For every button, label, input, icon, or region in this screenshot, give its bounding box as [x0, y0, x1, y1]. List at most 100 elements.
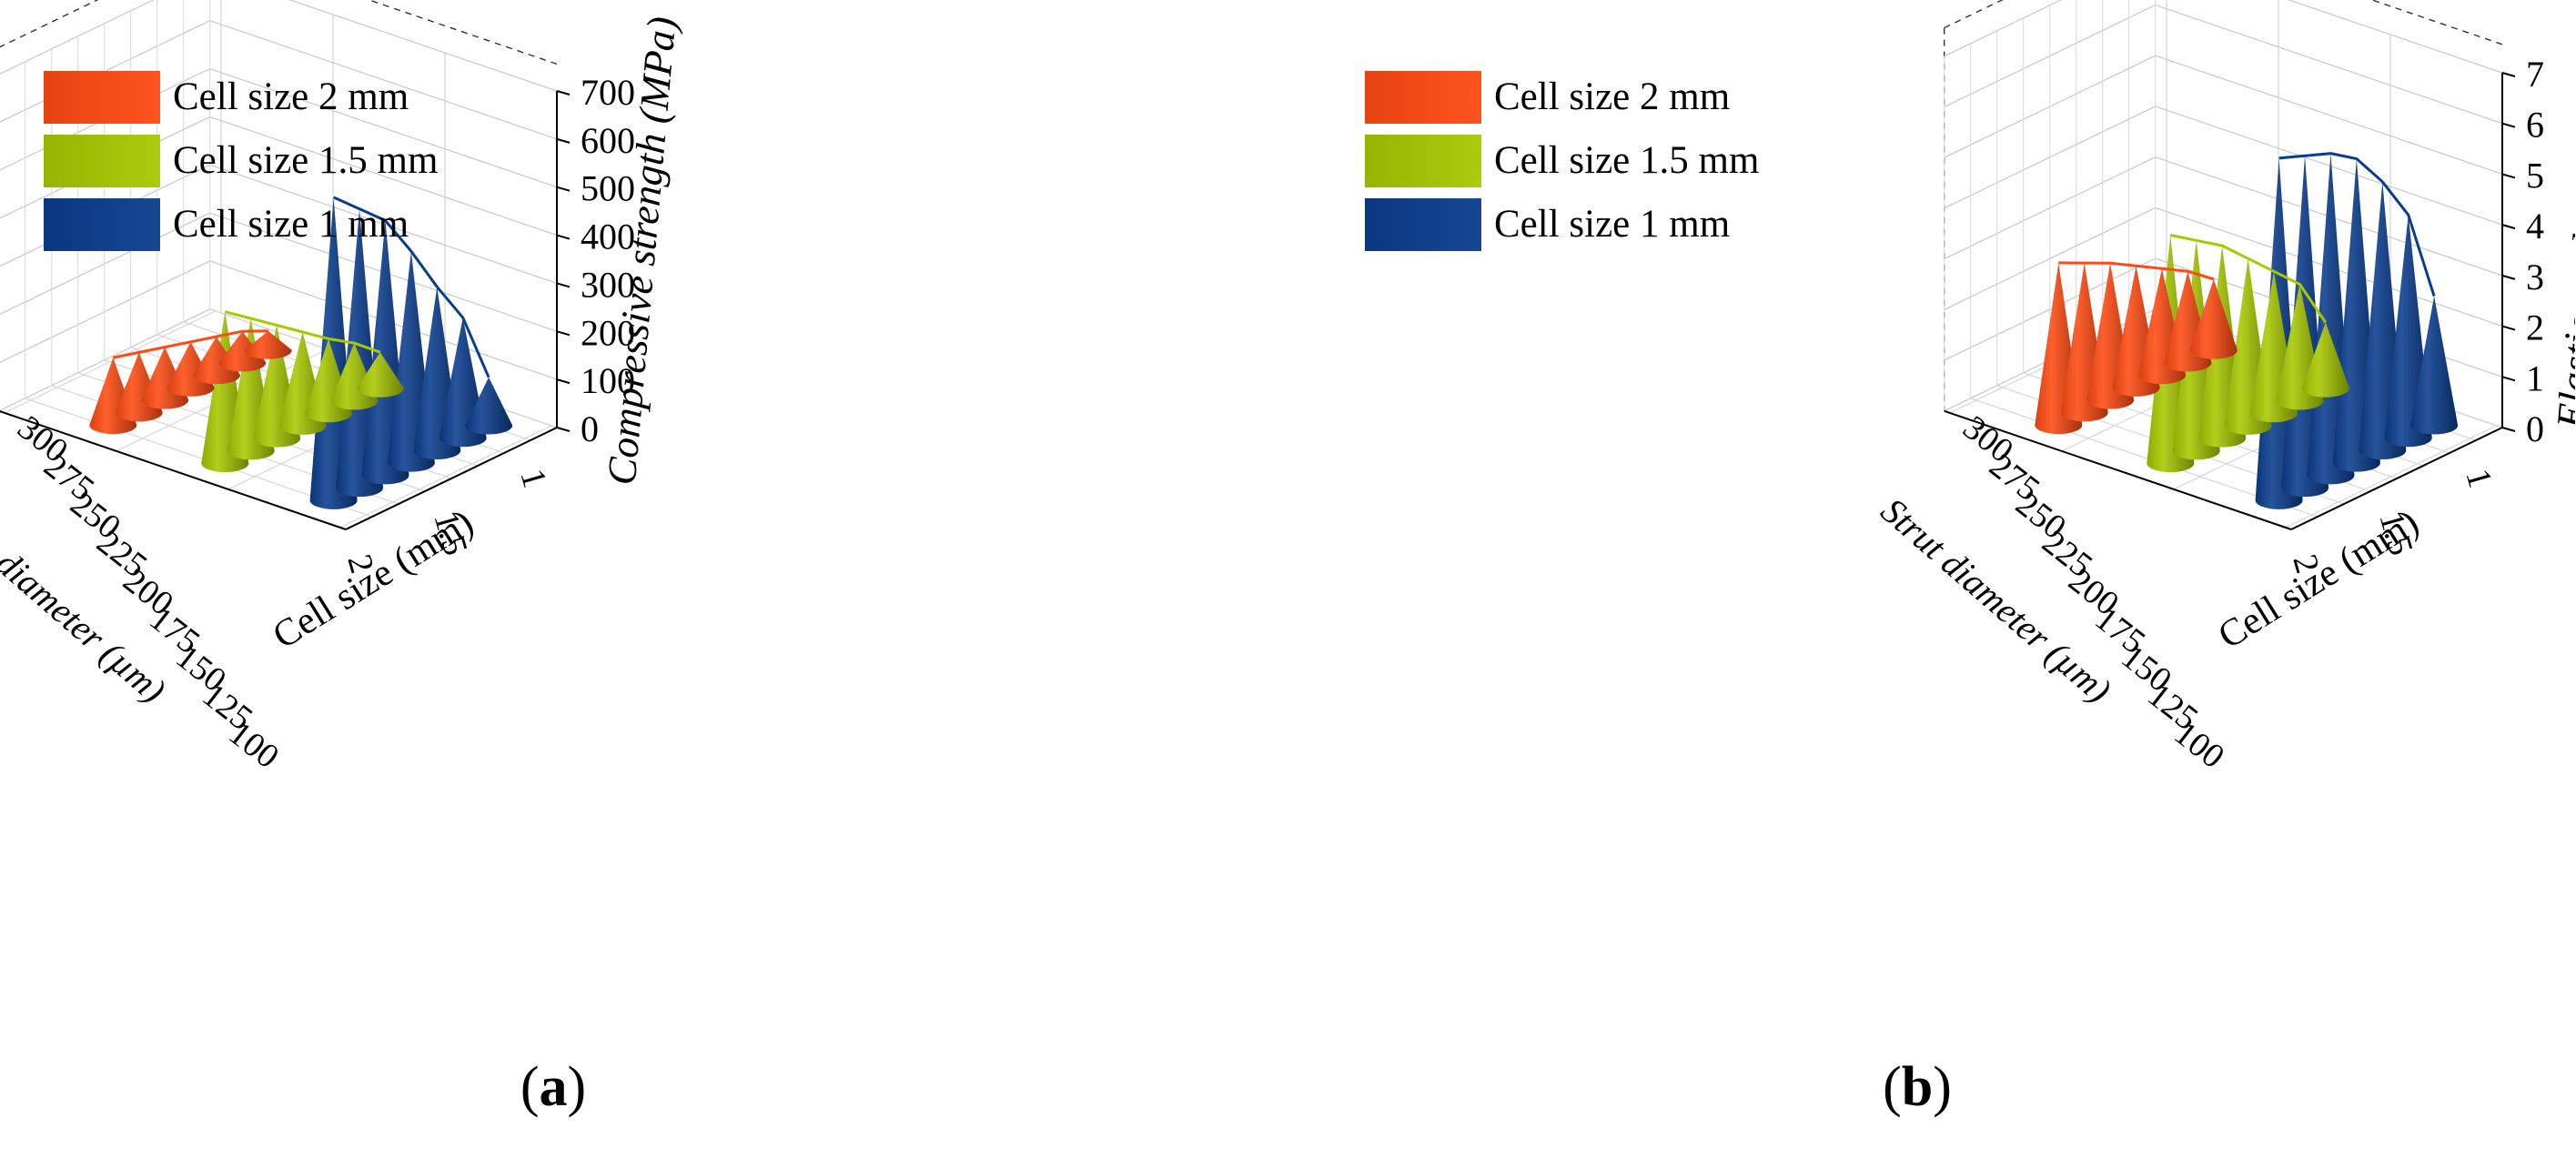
legend-swatch: [44, 71, 160, 124]
legend-swatch: [1365, 198, 1481, 251]
z-tick-label: 200: [581, 312, 635, 353]
z-tick-label: 100: [581, 360, 635, 401]
cone-body: [356, 352, 404, 398]
cone-150: [465, 377, 513, 435]
legend-label: Cell size 1 mm: [173, 203, 409, 246]
legend-label: Cell size 1.5 mm: [173, 139, 438, 182]
legend-label: Cell size 1 mm: [1494, 203, 1730, 246]
cone-body: [2189, 278, 2238, 359]
legend-swatch: [1365, 71, 1481, 124]
cellsize-axis-title: Cell size (mm): [2211, 501, 2426, 657]
panel-a-label: (a): [462, 1055, 644, 1120]
z-tick-mark: [556, 330, 571, 337]
cone-body: [244, 330, 292, 359]
back-frame-right: [367, 0, 558, 65]
legend: Cell size 2 mm Cell size 1.5 mm Cell size …: [44, 71, 438, 251]
cone-150: [2301, 322, 2349, 398]
cone-150: [2189, 278, 2238, 359]
x-axis-line: [2290, 427, 2503, 530]
series-trend-line: [112, 329, 268, 359]
z-tick-label: 6: [2526, 105, 2544, 146]
series-trend-line: [2169, 234, 2328, 324]
z-tick-mark: [556, 378, 571, 385]
z-tick-label: 7: [2526, 54, 2544, 95]
series-trend-line: [332, 196, 490, 378]
back-frame-top: [1944, 0, 2004, 29]
x-axis-line: [345, 427, 558, 530]
back-frame-right: [2369, 0, 2503, 45]
cone-marks: [89, 196, 513, 509]
legend-label: Cell size 2 mm: [173, 76, 409, 118]
cone-200: [192, 337, 240, 385]
series-3: [2255, 152, 2459, 509]
series-2: [201, 310, 404, 473]
panel-b-label-close: ): [1933, 1056, 1952, 1118]
cone-body: [2301, 322, 2349, 398]
z-tick-mark: [2501, 122, 2516, 128]
z-tick-label: 4: [2526, 206, 2544, 247]
strut-axis-line: [0, 410, 347, 530]
panel-a-label-open: (: [520, 1056, 540, 1118]
cone-body: [167, 341, 215, 397]
z-tick-mark: [2501, 376, 2516, 382]
series-1: [89, 329, 292, 435]
z-gridline: [1944, 0, 2503, 74]
panel-a-label-close: ): [567, 1056, 587, 1118]
z-tick-mark: [556, 186, 571, 192]
legend: Cell size 2 mm Cell size 1.5 mm Cell size …: [1365, 71, 1759, 251]
cellsize-tick-label: 1: [2458, 465, 2500, 492]
series-trend-line: [224, 310, 381, 354]
chart-panel-a: 0 100 200 300 400 500 600 700 Compressive streng…: [0, 0, 684, 1120]
panel-b-label-letter: b: [1901, 1056, 1934, 1118]
z-tick-label: 700: [581, 72, 635, 113]
z-axis-title: Elastic modulus (GPa): [2548, 53, 2575, 431]
legend-label: Cell size 2 mm: [1494, 76, 1730, 118]
z-tick-label: 600: [581, 120, 635, 161]
z-gridline: [1944, 55, 2503, 175]
z-tick-label: 0: [2526, 408, 2544, 449]
cone-150: [356, 352, 404, 398]
z-tick-mark: [556, 137, 571, 144]
series-trend-line: [2058, 261, 2215, 281]
cone-175: [218, 331, 267, 372]
cone-body: [218, 331, 267, 372]
chart-panel-b: 0 1 2 3 4 5 6 7 Elastic modulus (GPa) 300 275 250 22…: [1288, 0, 2575, 1158]
z-tick-label: 0: [581, 408, 599, 449]
cone-marks: [2035, 152, 2459, 509]
legend-label: Cell size 1.5 mm: [1494, 139, 1759, 182]
panel-b-label-open: (: [1883, 1056, 1902, 1118]
floor-gridline: [4, 310, 217, 414]
z-tick-mark: [556, 234, 571, 240]
z-gridline: [1944, 106, 2503, 226]
z-tick-mark: [2501, 274, 2516, 280]
cone-150: [244, 330, 292, 359]
cone-225: [167, 341, 215, 397]
z-tick-label: 500: [581, 168, 635, 209]
floor-gridline: [339, 425, 552, 529]
panel-b-label: (b): [1826, 1055, 2008, 1120]
cone-body: [2410, 296, 2459, 435]
z-tick-label: 300: [581, 264, 635, 305]
floor-gridline: [2285, 425, 2498, 529]
series-1: [2035, 261, 2238, 435]
cone-body: [192, 337, 240, 385]
z-tick-mark: [556, 282, 571, 288]
z-tick-label: 2: [2526, 307, 2544, 348]
cone-body: [465, 377, 513, 435]
series-3: [309, 196, 513, 509]
legend-swatch: [44, 135, 160, 187]
strut-axis-line: [1944, 409, 2292, 530]
z-tick-mark: [2501, 224, 2516, 230]
z-tick-mark: [556, 90, 571, 96]
z-tick-label: 400: [581, 216, 635, 257]
series-trend-line: [2278, 152, 2436, 297]
z-tick-mark: [556, 427, 571, 432]
z-gridline: [0, 0, 558, 92]
z-gridline: [1944, 4, 2503, 125]
cellsize-tick-label: 1: [512, 465, 554, 492]
cellsize-axis-title: Cell size (mm): [266, 501, 480, 657]
z-tick-mark: [2501, 427, 2516, 432]
z-tick-mark: [2501, 173, 2516, 179]
